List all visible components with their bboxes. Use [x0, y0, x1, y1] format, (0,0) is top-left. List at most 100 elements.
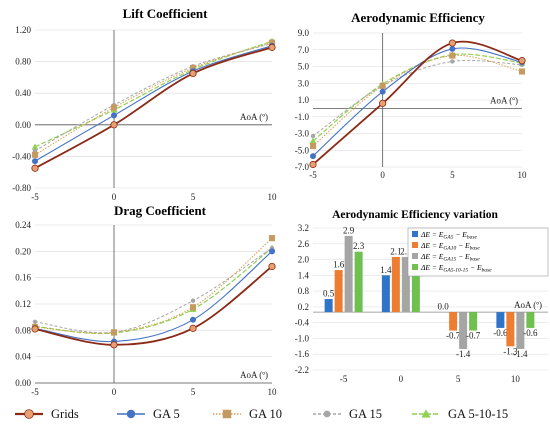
drag-point — [269, 235, 275, 241]
drag-ytick-label: 0.20 — [15, 246, 31, 256]
drag-title: Drag Coefficient — [114, 203, 207, 218]
drag-xtick-label: 10 — [268, 387, 278, 397]
lift-xtick-label: 0 — [112, 192, 117, 202]
drag-ytick-label: 0.12 — [15, 299, 31, 309]
drag-xtick-label: 5 — [191, 387, 196, 397]
legend-marker — [324, 411, 330, 417]
drag-xtick-label: 0 — [112, 387, 117, 397]
eff-point — [310, 154, 315, 159]
eff-point — [450, 53, 456, 59]
drag-ytick-label: 0.24 — [15, 220, 31, 230]
legend-label: GA 15 — [349, 407, 382, 421]
var-bar — [392, 257, 400, 312]
lift-ytick-label: 0.80 — [15, 57, 31, 67]
legend-swatch-ga51015 — [412, 264, 418, 270]
lift-ytick-label: 0.00 — [15, 120, 31, 130]
lift-point — [32, 159, 37, 164]
drag-point — [32, 326, 38, 332]
drag-point — [33, 320, 37, 324]
drag-ytick-label: 0.16 — [15, 273, 31, 283]
var-ytick-label: 1.4 — [298, 270, 310, 280]
lift-ytick-label: -0.80 — [12, 183, 31, 193]
var-bar — [325, 299, 333, 312]
var-ytick-label: 0.2 — [298, 302, 309, 312]
eff-ytick-label: 7.0 — [298, 45, 310, 55]
drag-point — [269, 249, 274, 254]
eff-point — [450, 46, 455, 51]
drag-series-line — [35, 248, 272, 333]
lift-xtick-label: 5 — [191, 192, 196, 202]
eff-point — [519, 57, 525, 63]
eff-ytick-label: -3.0 — [295, 129, 310, 139]
eff-xtick-label: -5 — [309, 170, 317, 180]
drag-point — [111, 342, 117, 348]
var-xtick-label: -5 — [340, 374, 348, 384]
lift-point — [32, 165, 38, 171]
drag-xtick-label: -5 — [31, 387, 39, 397]
var-bar — [506, 312, 514, 346]
lift-series-line — [35, 47, 272, 168]
var-bar — [496, 312, 504, 328]
var-data-label: -0.6 — [493, 328, 508, 338]
lift-ytick-label: 1.20 — [15, 25, 31, 35]
lift-x-axis-label: AoA (º) — [240, 112, 268, 122]
legend-label: Grids — [51, 407, 79, 421]
var-data-label: -0.6 — [523, 328, 538, 338]
lift-point — [32, 152, 38, 158]
eff-ytick-label: -5.0 — [295, 145, 310, 155]
eff-xtick-label: 0 — [380, 170, 385, 180]
var-xtick-label: 10 — [511, 374, 521, 384]
drag-series-line — [35, 266, 272, 344]
var-ytick-label: -1.0 — [295, 333, 310, 343]
var-data-label: -0.7 — [466, 331, 481, 341]
var-bar — [469, 312, 477, 330]
eff-ytick-label: -1.0 — [295, 112, 310, 122]
variation-legend: ΔE = EGA5 − Ebase ΔE = EGA10 − Ebase ΔE … — [408, 228, 548, 276]
var-ytick-label: 3.2 — [298, 223, 309, 233]
var-bar — [335, 270, 343, 312]
var-data-label: -0.7 — [446, 331, 461, 341]
var-x-axis-label: AoA (º) — [514, 300, 542, 310]
legend-marker — [127, 410, 135, 418]
drag-ytick-label: 0.00 — [15, 378, 31, 388]
var-data-label: 0.5 — [323, 289, 335, 299]
drag-point — [190, 317, 195, 322]
lift-title: Lift Coefficient — [123, 6, 209, 21]
var-bar — [345, 236, 353, 312]
var-bar — [382, 275, 390, 312]
var-bar — [355, 252, 363, 312]
eff-point — [380, 83, 386, 89]
efficiency-title: Aerodynamic Efficiency — [351, 10, 485, 25]
var-data-label: 0.0 — [438, 302, 450, 312]
var-data-label: -1.4 — [456, 349, 471, 359]
lift-point — [32, 144, 38, 149]
variation-title: Aerodynamic Efficiency variation — [332, 209, 498, 221]
var-xtick-label: 0 — [399, 374, 404, 384]
drag-ytick-label: 0.08 — [15, 325, 31, 335]
eff-ytick-label: 1.0 — [298, 95, 310, 105]
drag-point — [269, 263, 275, 269]
eff-point — [379, 100, 385, 106]
var-data-label: -1.4 — [513, 349, 528, 359]
var-bar — [449, 312, 457, 330]
lift-point — [111, 113, 116, 118]
var-ytick-label: -2.2 — [295, 365, 309, 375]
legend-label: GA 10 — [249, 407, 282, 421]
eff-point — [310, 161, 316, 167]
drag-point — [190, 325, 196, 331]
legend-marker — [25, 410, 34, 419]
drag-ytick-label: 0.04 — [15, 352, 31, 362]
drag-point — [191, 299, 195, 303]
lift-point — [111, 105, 117, 111]
var-data-label: 1.6 — [333, 260, 345, 270]
eff-point — [451, 60, 455, 64]
legend-swatch-ga5 — [412, 231, 418, 237]
lift-series-line — [35, 46, 272, 161]
eff-ytick-label: 5.0 — [298, 62, 310, 72]
var-data-label: 1.4 — [380, 265, 392, 275]
drag-point — [190, 304, 196, 310]
